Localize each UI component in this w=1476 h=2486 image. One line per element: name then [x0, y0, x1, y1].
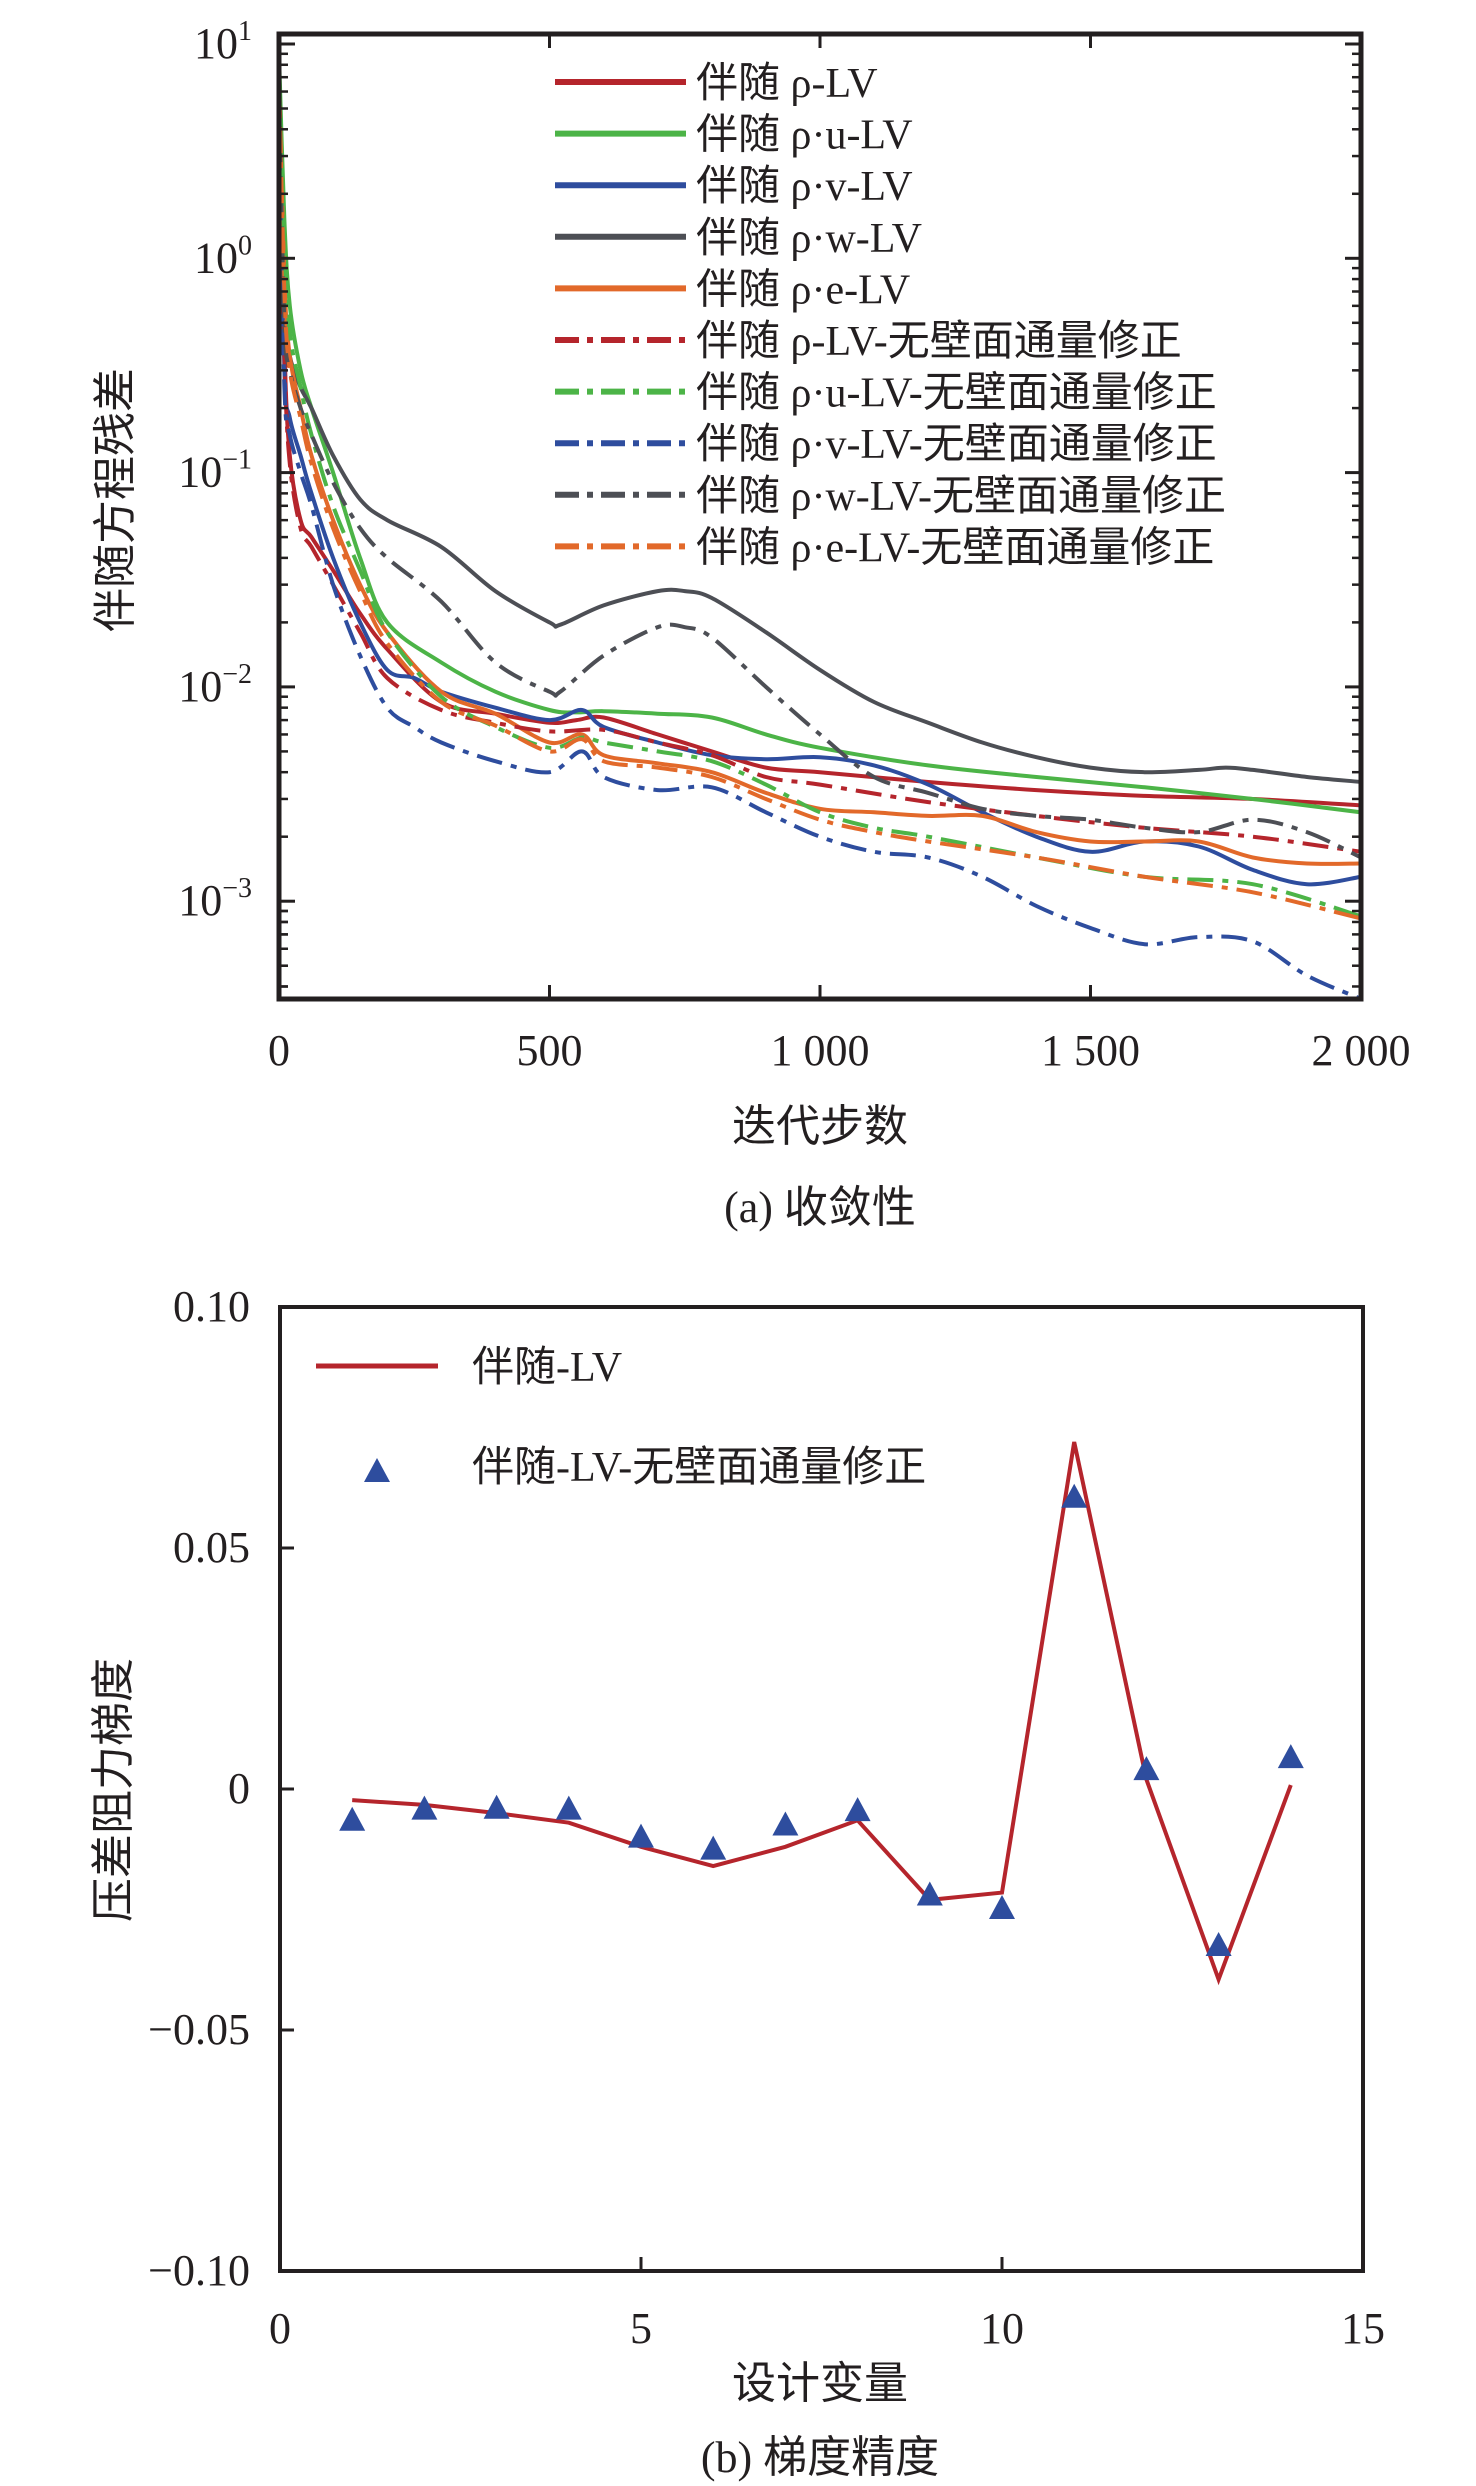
triangle-marker — [555, 1795, 582, 1820]
gradient-caption: (b) 梯度精度 — [701, 2433, 939, 2482]
legend-label: 伴随 ρ·u-LV-无壁面通量修正 — [696, 371, 1217, 417]
triangle-marker — [1205, 1932, 1232, 1957]
legend-item-7: 伴随 ρ·u-LV-无壁面通量修正 — [555, 371, 1217, 417]
legend-label: 伴随 ρ-LV-无壁面通量修正 — [696, 319, 1182, 365]
triangle-marker — [628, 1823, 654, 1848]
legend-label: 伴随 ρ·w-LV — [696, 216, 922, 262]
legend-label: 伴随-LV — [472, 1345, 622, 1391]
gradient-series-group — [339, 1441, 1304, 1986]
series-line-9 — [281, 91, 1360, 860]
series-line-adjoint-lv — [352, 1441, 1293, 1986]
series-line-6 — [281, 91, 1360, 854]
convergence-legend: 伴随 ρ-LV 伴随 ρ·u-LV 伴随 ρ·v-LV 伴随 ρ·w-LV 伴随 ρ·e… — [555, 61, 1226, 571]
series-line-3 — [281, 108, 1360, 887]
y-tick-label: −0.10 — [148, 2246, 250, 2295]
legend-label: 伴随-LV-无壁面通量修正 — [472, 1445, 926, 1491]
triangle-marker — [772, 1811, 799, 1836]
legend-item-9: 伴随 ρ·w-LV-无壁面通量修正 — [555, 474, 1226, 520]
legend-label: 伴随 ρ·u-LV — [696, 113, 913, 159]
legend-label: 伴随 ρ·v-LV-无壁面通量修正 — [696, 422, 1217, 468]
legend-item-5: 伴随 ρ·e-LV — [555, 267, 910, 313]
legend-swatch — [364, 1458, 390, 1482]
gradient-accuracy-chart: 0 5 10 15 0.10 0.05 0 −0.05 −0.10 伴随-LV 伴随-LV-无壁面… — [89, 1282, 1385, 2482]
y-tick-label: 10−1 — [178, 445, 252, 497]
series-line-4 — [281, 91, 1360, 784]
triangle-marker — [700, 1835, 727, 1860]
convergence-x-axis-title: 迭代步数 — [732, 1102, 908, 1151]
legend-item-10: 伴随 ρ·e-LV-无壁面通量修正 — [555, 525, 1214, 571]
legend-item-1: 伴随 ρ-LV — [555, 61, 878, 107]
series-line-10 — [281, 77, 1360, 921]
x-tick-label: 500 — [517, 1026, 583, 1075]
gradient-y-axis-title: 压差阻力梯度 — [89, 1658, 138, 1922]
y-tick-label: 10−3 — [178, 873, 252, 925]
gradient-ticks: 0 5 10 15 0.10 0.05 0 −0.05 −0.10 — [148, 1282, 1385, 2353]
legend-item-1: 伴随-LV — [316, 1345, 622, 1391]
y-tick-label: 0.10 — [173, 1282, 250, 1331]
y-tick-label: 0.05 — [173, 1523, 250, 1572]
x-tick-label: 15 — [1341, 2304, 1385, 2353]
legend-item-8: 伴随 ρ·v-LV-无壁面通量修正 — [555, 422, 1217, 468]
x-tick-label: 2 000 — [1312, 1026, 1411, 1075]
triangle-marker — [989, 1894, 1015, 1919]
legend-label: 伴随 ρ·e-LV-无壁面通量修正 — [696, 525, 1214, 571]
legend-label: 伴随 ρ·e-LV — [696, 267, 910, 313]
legend-item-6: 伴随 ρ-LV-无壁面通量修正 — [555, 319, 1182, 365]
triangle-marker — [1277, 1744, 1304, 1769]
legend-item-4: 伴随 ρ·w-LV — [555, 216, 922, 262]
triangle-marker — [411, 1795, 438, 1820]
convergence-caption: (a) 收敛性 — [724, 1183, 916, 1232]
legend-item-3: 伴随 ρ·v-LV — [555, 164, 913, 210]
y-tick-label: 0 — [228, 1764, 250, 1813]
x-tick-label: 0 — [268, 1026, 290, 1075]
legend-label: 伴随 ρ-LV — [696, 61, 878, 107]
convergence-series-group — [281, 53, 1360, 997]
triangle-marker — [844, 1797, 871, 1822]
series-line-2 — [281, 53, 1360, 815]
convergence-ticks: 0 500 1 000 1 500 2 000 101 100 10−1 10−2 10−3 — [178, 16, 1410, 1075]
gradient-legend: 伴随-LV 伴随-LV-无壁面通量修正 — [316, 1345, 926, 1491]
x-tick-label: 1 500 — [1041, 1026, 1140, 1075]
triangle-marker — [483, 1794, 510, 1819]
x-tick-label: 1 000 — [771, 1026, 870, 1075]
triangle-marker — [1133, 1756, 1160, 1781]
legend-label: 伴随 ρ·w-LV-无壁面通量修正 — [696, 474, 1226, 520]
convergence-chart: 0 500 1 000 1 500 2 000 101 100 10−1 10−2 10−3 伴随… — [91, 16, 1411, 1232]
triangle-marker — [339, 1806, 366, 1831]
x-tick-label: 10 — [980, 2304, 1024, 2353]
triangle-marker — [1061, 1483, 1088, 1508]
x-tick-label: 5 — [630, 2304, 652, 2353]
series-line-8 — [281, 129, 1360, 997]
triangle-marker — [916, 1881, 943, 1906]
y-tick-label: 100 — [194, 230, 252, 282]
y-tick-label: 101 — [194, 16, 252, 68]
legend-item-2: 伴随-LV-无壁面通量修正 — [364, 1445, 926, 1491]
y-tick-label: 10−2 — [178, 659, 252, 711]
y-tick-label: −0.05 — [148, 2005, 250, 2054]
legend-item-2: 伴随 ρ·u-LV — [555, 113, 913, 159]
gradient-x-axis-title: 设计变量 — [732, 2359, 908, 2408]
legend-label: 伴随 ρ·v-LV — [696, 164, 913, 210]
x-tick-label: 0 — [269, 2304, 291, 2353]
convergence-y-axis-title: 伴随方程残差 — [91, 368, 140, 632]
